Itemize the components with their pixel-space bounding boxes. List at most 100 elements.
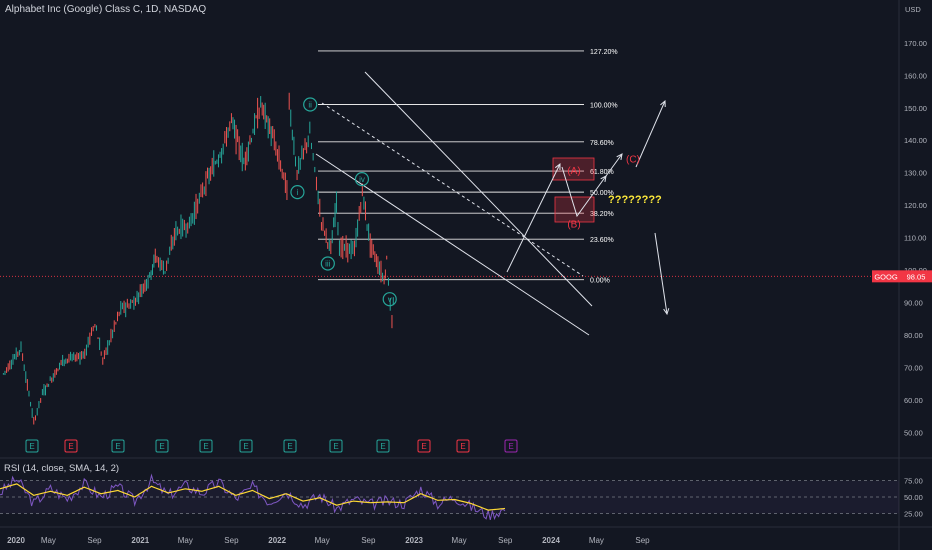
x-tick-label: 2024 (542, 536, 560, 545)
y-tick-label: 140.00 (904, 136, 927, 145)
wave-label-circle (320, 256, 335, 271)
earnings-marker (456, 439, 470, 453)
y-tick-label: 130.00 (904, 169, 927, 178)
projection-label: (B) (567, 220, 580, 231)
wave-label-circle (290, 185, 305, 200)
earnings-marker-label: E (29, 442, 34, 451)
earnings-marker (111, 439, 125, 453)
fib-level-label: 78.60% (590, 140, 614, 147)
earnings-marker (417, 439, 431, 453)
earnings-marker (25, 439, 39, 453)
rsi-ma-line (0, 483, 506, 511)
earnings-marker-label: E (460, 442, 465, 451)
x-tick-label: 2021 (131, 536, 149, 545)
ticker-label: GOOG (874, 272, 898, 281)
y-tick-label: 160.00 (904, 71, 927, 80)
x-tick-label: Sep (361, 536, 376, 545)
x-tick-label: 2022 (268, 536, 286, 545)
earnings-marker (504, 439, 518, 453)
x-tick-label: Sep (635, 536, 650, 545)
x-tick-label: Sep (224, 536, 239, 545)
fib-level-label: 61.80% (590, 169, 614, 176)
y-tick-label: 50.00 (904, 428, 923, 437)
earnings-marker-label: E (243, 442, 248, 451)
earnings-marker (376, 439, 390, 453)
x-tick-label: 2020 (7, 536, 25, 545)
earnings-marker-label: E (68, 442, 73, 451)
channel-upper-line (364, 71, 593, 307)
wave-a-box (552, 157, 595, 181)
rsi-y-tick-label: 25.00 (904, 509, 923, 518)
candles (2, 92, 394, 425)
wave-label-ii: ii (308, 101, 312, 110)
rsi-line (0, 473, 506, 521)
rsi-y-tick-label: 75.00 (904, 477, 923, 486)
fib-level-label: 23.60% (590, 237, 614, 244)
y-tick-label: 120.00 (904, 201, 927, 210)
projection-arrow-a (506, 163, 561, 273)
earnings-marker (329, 439, 343, 453)
projection-arrow-c (605, 153, 623, 177)
y-tick-label: 170.00 (904, 39, 927, 48)
y-tick-label: 60.00 (904, 396, 923, 405)
projection-arrow-b (561, 166, 607, 218)
earnings-marker (239, 439, 253, 453)
fib-level-label: 38.20% (590, 211, 614, 218)
wave-label-circle (354, 172, 370, 187)
y-tick-label: 90.00 (904, 298, 923, 307)
earnings-marker (64, 439, 78, 453)
fib-level-label: 50.00% (590, 190, 614, 197)
x-tick-label: Sep (87, 536, 102, 545)
earnings-marker-label: E (287, 442, 292, 451)
x-tick-label: May (315, 536, 330, 545)
projection-arrow-down (654, 232, 668, 315)
earnings-marker (155, 439, 169, 453)
rsi-y-tick-label: 50.00 (904, 493, 923, 502)
y-tick-label: 70.00 (904, 363, 923, 372)
wave-label-circle (303, 97, 318, 112)
x-tick-label: 2023 (405, 536, 423, 545)
last-price-badge (900, 270, 932, 283)
x-tick-label: May (41, 536, 56, 545)
earnings-marker (283, 439, 297, 453)
earnings-marker-label: E (380, 442, 385, 451)
projection-arrow-down-head (663, 308, 670, 316)
earnings-marker-label: E (159, 442, 164, 451)
earnings-marker (199, 439, 213, 453)
x-tick-label: May (178, 536, 193, 545)
last-price-label: 98.05 (907, 272, 926, 281)
earnings-marker-label: E (115, 442, 120, 451)
fib-level-label: 0.00% (590, 278, 610, 285)
projection-arrow-up-head (660, 99, 666, 108)
wave-label-circle (382, 292, 397, 307)
projection-label: (A) (567, 166, 580, 177)
wave-label-v: v (388, 295, 392, 304)
projection-label: (C) (626, 155, 640, 166)
rsi-title: RSI (14, close, SMA, 14, 2) (4, 463, 120, 474)
wave-label-iii: iii (325, 260, 331, 269)
wave-label-i: i (297, 188, 299, 197)
chart-title: Alphabet Inc (Google) Class C, 1D, NASDA… (5, 4, 207, 15)
ticker-badge (872, 270, 900, 283)
projection-arrow-up (635, 100, 666, 168)
y-tick-label: 150.00 (904, 104, 927, 113)
question-marks: ???????? (608, 194, 662, 206)
x-tick-label: Sep (498, 536, 513, 545)
currency-label: USD (905, 5, 921, 14)
earnings-marker-label: E (203, 442, 208, 451)
fib-level-label: 127.20% (590, 49, 618, 56)
earnings-marker-label: E (421, 442, 426, 451)
y-tick-label: 110.00 (904, 234, 926, 243)
x-tick-label: May (452, 536, 467, 545)
channel-mid-line (321, 102, 584, 277)
wave-label-iv: iv (359, 175, 365, 184)
projection-arrow-c-head (616, 153, 623, 160)
projection-arrow-a-head (554, 162, 561, 171)
y-tick-label: 80.00 (904, 331, 923, 340)
x-tick-label: May (589, 536, 604, 545)
fib-level-label: 100.00% (590, 103, 618, 110)
earnings-marker-label: E (333, 442, 338, 451)
channel-lower-line (315, 153, 590, 336)
